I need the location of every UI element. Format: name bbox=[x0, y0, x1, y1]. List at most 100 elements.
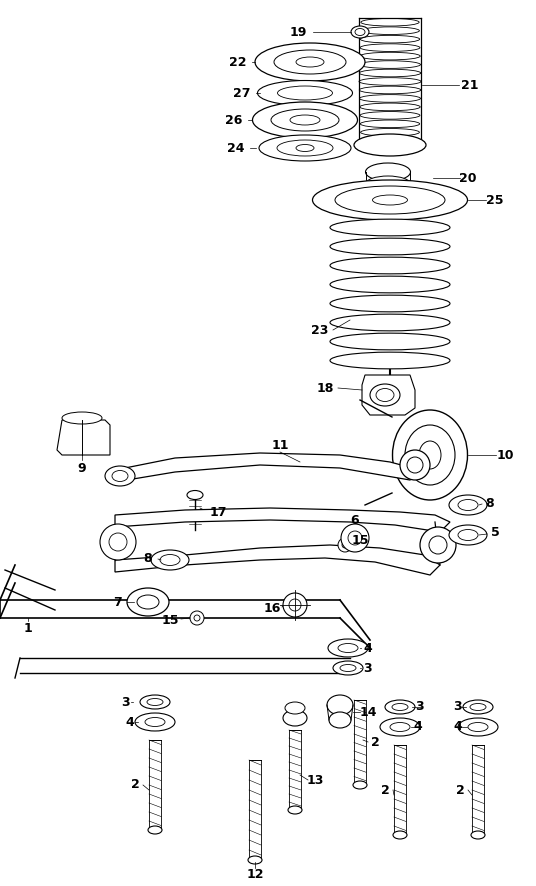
Ellipse shape bbox=[340, 664, 356, 672]
Circle shape bbox=[194, 615, 200, 621]
Ellipse shape bbox=[296, 57, 324, 67]
Text: 3: 3 bbox=[121, 696, 129, 709]
Text: 5: 5 bbox=[490, 526, 500, 540]
Ellipse shape bbox=[361, 27, 419, 35]
Ellipse shape bbox=[449, 525, 487, 545]
Circle shape bbox=[190, 611, 204, 625]
Ellipse shape bbox=[361, 128, 419, 136]
Text: 24: 24 bbox=[227, 142, 245, 154]
Ellipse shape bbox=[112, 470, 128, 481]
Text: 19: 19 bbox=[289, 26, 307, 38]
Ellipse shape bbox=[312, 180, 467, 220]
Text: 15: 15 bbox=[161, 613, 178, 626]
Text: 25: 25 bbox=[486, 193, 504, 206]
Ellipse shape bbox=[376, 388, 394, 401]
Ellipse shape bbox=[140, 695, 170, 709]
Circle shape bbox=[342, 542, 348, 548]
Ellipse shape bbox=[147, 698, 163, 705]
Text: 13: 13 bbox=[306, 773, 324, 787]
Text: 1: 1 bbox=[24, 621, 32, 634]
Ellipse shape bbox=[360, 120, 420, 128]
Ellipse shape bbox=[458, 530, 478, 540]
Ellipse shape bbox=[145, 718, 165, 727]
Ellipse shape bbox=[338, 643, 358, 652]
Ellipse shape bbox=[360, 43, 420, 51]
Ellipse shape bbox=[277, 140, 333, 156]
Ellipse shape bbox=[135, 713, 175, 731]
Ellipse shape bbox=[385, 700, 415, 714]
Text: 22: 22 bbox=[229, 56, 247, 68]
Ellipse shape bbox=[360, 52, 420, 60]
Text: 16: 16 bbox=[263, 602, 281, 615]
Text: 12: 12 bbox=[246, 868, 264, 882]
Text: 15: 15 bbox=[351, 533, 369, 547]
Ellipse shape bbox=[335, 186, 445, 214]
Ellipse shape bbox=[463, 700, 493, 714]
Circle shape bbox=[400, 450, 430, 480]
Text: 4: 4 bbox=[125, 716, 135, 728]
Text: 8: 8 bbox=[144, 551, 152, 564]
Ellipse shape bbox=[274, 50, 346, 74]
Polygon shape bbox=[115, 508, 450, 532]
Ellipse shape bbox=[271, 109, 339, 131]
Ellipse shape bbox=[366, 176, 411, 192]
Polygon shape bbox=[362, 375, 415, 415]
Ellipse shape bbox=[355, 28, 365, 35]
Polygon shape bbox=[115, 453, 420, 482]
Ellipse shape bbox=[330, 333, 450, 350]
Ellipse shape bbox=[458, 718, 498, 736]
Ellipse shape bbox=[390, 722, 410, 732]
Circle shape bbox=[341, 524, 369, 552]
Text: 18: 18 bbox=[316, 382, 334, 394]
Ellipse shape bbox=[330, 295, 450, 312]
Text: 21: 21 bbox=[461, 79, 479, 91]
Text: 4: 4 bbox=[414, 720, 422, 734]
Ellipse shape bbox=[353, 781, 367, 789]
Text: 27: 27 bbox=[233, 87, 251, 99]
Ellipse shape bbox=[330, 238, 450, 255]
Circle shape bbox=[109, 533, 127, 551]
Ellipse shape bbox=[105, 466, 135, 486]
Ellipse shape bbox=[330, 315, 450, 330]
Ellipse shape bbox=[288, 806, 302, 814]
Circle shape bbox=[407, 457, 423, 473]
Text: 11: 11 bbox=[271, 439, 289, 452]
Ellipse shape bbox=[259, 135, 351, 161]
Ellipse shape bbox=[330, 257, 450, 274]
Text: 10: 10 bbox=[496, 448, 513, 462]
Ellipse shape bbox=[62, 412, 102, 424]
Ellipse shape bbox=[330, 276, 450, 293]
Ellipse shape bbox=[366, 163, 411, 181]
Ellipse shape bbox=[360, 112, 420, 120]
Ellipse shape bbox=[419, 441, 441, 469]
Ellipse shape bbox=[373, 195, 407, 205]
Ellipse shape bbox=[361, 19, 419, 26]
Text: 6: 6 bbox=[351, 514, 359, 526]
Ellipse shape bbox=[380, 718, 420, 736]
Ellipse shape bbox=[329, 712, 351, 728]
Ellipse shape bbox=[148, 826, 162, 834]
Ellipse shape bbox=[187, 491, 203, 500]
Ellipse shape bbox=[283, 710, 307, 726]
Text: 14: 14 bbox=[359, 705, 377, 719]
Text: 17: 17 bbox=[209, 507, 227, 519]
Text: 8: 8 bbox=[486, 496, 494, 509]
Ellipse shape bbox=[248, 856, 262, 864]
Ellipse shape bbox=[296, 144, 314, 152]
Ellipse shape bbox=[468, 722, 488, 732]
Ellipse shape bbox=[151, 550, 189, 570]
Ellipse shape bbox=[470, 703, 486, 711]
Ellipse shape bbox=[330, 352, 450, 369]
Ellipse shape bbox=[330, 219, 450, 236]
Text: 4: 4 bbox=[363, 641, 373, 655]
Text: 3: 3 bbox=[364, 662, 373, 674]
Ellipse shape bbox=[392, 703, 408, 711]
Ellipse shape bbox=[361, 137, 419, 144]
Ellipse shape bbox=[449, 495, 487, 515]
Circle shape bbox=[289, 599, 301, 611]
Circle shape bbox=[348, 531, 362, 545]
Text: 3: 3 bbox=[453, 701, 461, 713]
Text: 3: 3 bbox=[416, 701, 425, 713]
Ellipse shape bbox=[359, 69, 421, 77]
Ellipse shape bbox=[160, 555, 180, 565]
